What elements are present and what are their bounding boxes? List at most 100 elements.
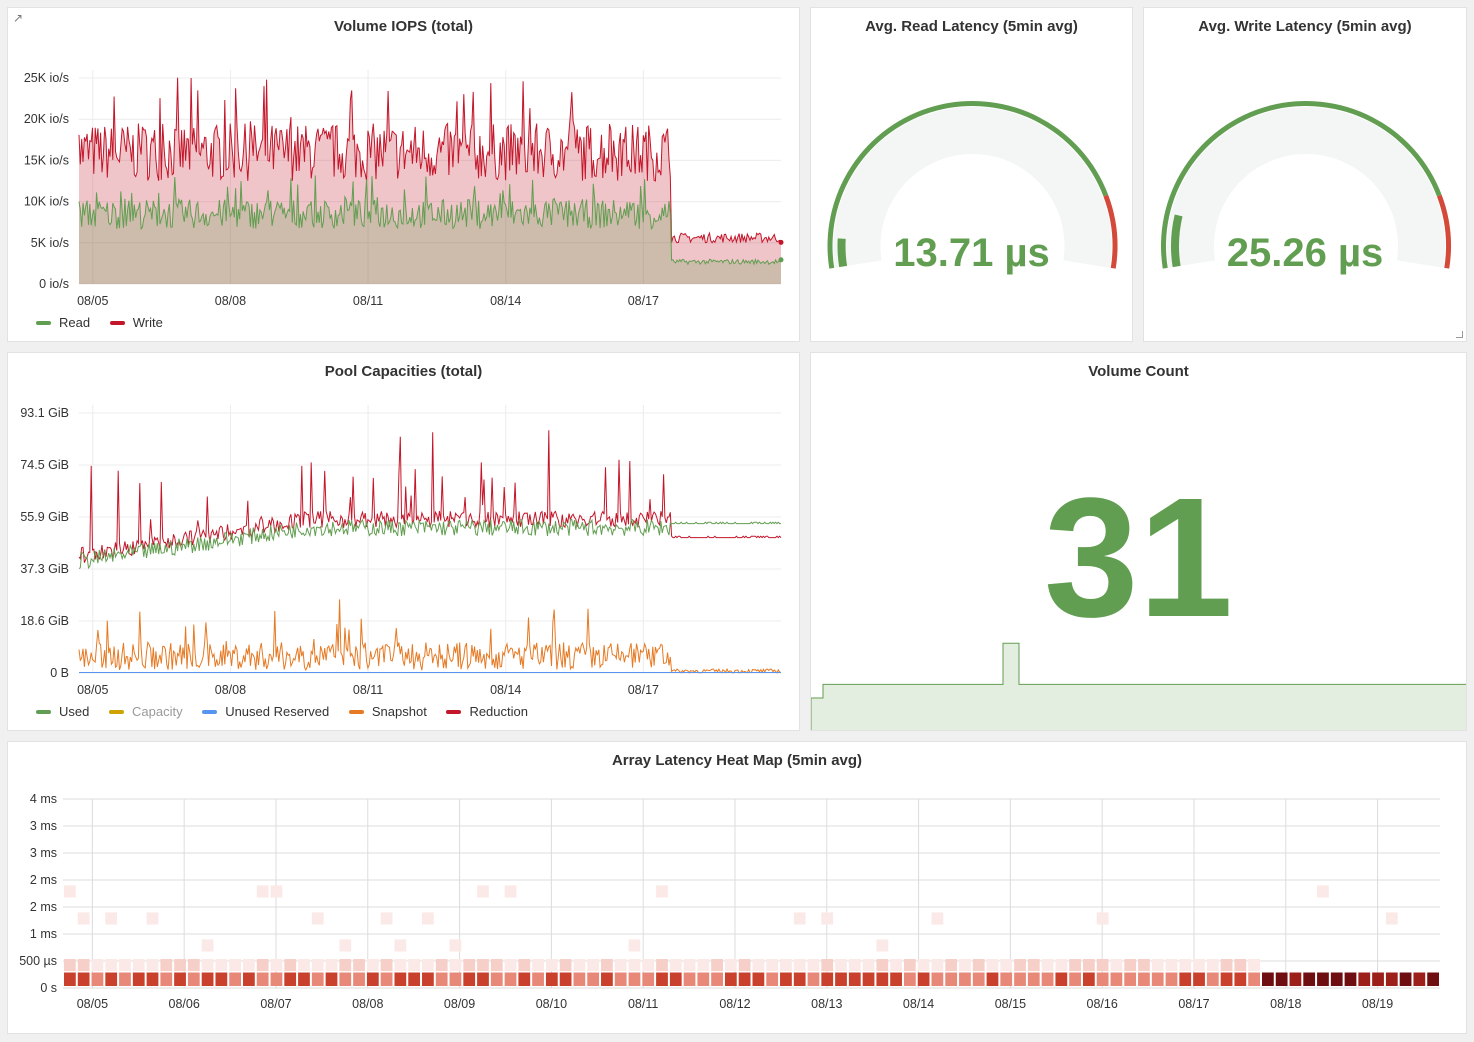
heatmap-cell xyxy=(917,959,930,972)
heatmap-cell xyxy=(504,959,517,972)
heatmap-cell xyxy=(119,959,131,972)
heatmap-cell xyxy=(587,972,600,986)
heatmap-cell xyxy=(325,959,338,972)
heatmap-cell xyxy=(807,959,820,972)
heatmap-cell xyxy=(628,939,641,952)
panel-title[interactable]: Avg. Write Latency (5min avg) xyxy=(1198,18,1412,35)
heatmap-cell xyxy=(119,972,131,986)
heatmap-cell xyxy=(1165,972,1178,986)
heatmap-cell xyxy=(449,972,462,986)
gauge-value-arc xyxy=(837,238,848,268)
heatmap-cell xyxy=(642,959,655,972)
heatmap-cell xyxy=(656,972,668,986)
heatmap-cell xyxy=(807,972,820,986)
heatmap-cell xyxy=(243,959,255,972)
y-tick-label: 3 ms xyxy=(30,846,57,860)
gauge-threshold-red xyxy=(1103,194,1118,269)
legend-item-read[interactable]: Read xyxy=(36,315,90,330)
resize-handle-icon[interactable] xyxy=(1456,331,1463,338)
heatmap-cell xyxy=(1330,972,1343,986)
heatmap-cell xyxy=(518,959,531,972)
heatmap-cell xyxy=(738,959,751,972)
legend-item-unused-reserved[interactable]: Unused Reserved xyxy=(202,704,329,719)
heatmap-cell xyxy=(711,959,723,972)
heatmap-cell xyxy=(532,959,544,972)
heatmap-cell xyxy=(1014,959,1026,972)
read-end-point xyxy=(778,257,784,263)
panel-title[interactable]: Volume Count xyxy=(1088,363,1189,380)
heatmap-cell xyxy=(752,959,765,972)
heatmap-cell xyxy=(408,959,421,972)
panel-title[interactable]: Array Latency Heat Map (5min avg) xyxy=(611,752,863,769)
x-tick-label: 08/05 xyxy=(77,997,108,1011)
heatmap-cell xyxy=(366,959,379,972)
heatmap-cell xyxy=(435,972,448,986)
heatmap-cell xyxy=(105,912,118,925)
y-tick-label: 37.3 GiB xyxy=(20,562,69,576)
heatmap-cell xyxy=(298,959,310,972)
panel-title[interactable]: Volume IOPS (total) xyxy=(334,18,473,35)
heatmap-cell xyxy=(986,959,999,972)
x-tick-label: 08/14 xyxy=(490,294,521,308)
heatmap-cell xyxy=(848,959,861,972)
heatmap-cell xyxy=(890,972,902,986)
heatmap-cell xyxy=(1372,972,1384,986)
heatmap-cell xyxy=(160,972,173,986)
heatmap-cell xyxy=(1289,972,1302,986)
external-link-icon[interactable]: ↗ xyxy=(13,11,24,25)
legend-item-capacity[interactable]: Capacity xyxy=(108,704,183,719)
heatmap-cell xyxy=(187,959,200,972)
x-tick-label: 08/15 xyxy=(995,997,1026,1011)
latency-heatmap: 0 s 500 µs 1 ms 2 ms 2 ms 3 ms 3 ms 4 ms 08/05 08… xyxy=(19,792,1440,1011)
heatmap-cell xyxy=(174,959,186,972)
heatmap-cell xyxy=(1303,972,1316,986)
heatmap-cell xyxy=(1165,959,1178,972)
heatmap-cell xyxy=(477,959,489,972)
heatmap-cell xyxy=(1234,972,1247,986)
volume-count-value: 31 xyxy=(1043,463,1234,653)
write-latency-panel: Avg. Write Latency (5min avg) 25.26 µs xyxy=(1143,7,1467,342)
heatmap-cell xyxy=(1248,972,1260,986)
y-tick-label: 4 ms xyxy=(30,792,57,806)
heatmap-cell xyxy=(628,959,641,972)
heatmap-cell xyxy=(1385,912,1398,925)
heatmap-cell xyxy=(201,939,214,952)
heatmap-cell xyxy=(1261,972,1274,986)
panel-title[interactable]: Avg. Read Latency (5min avg) xyxy=(865,18,1078,35)
x-tick-label: 08/11 xyxy=(628,997,658,1011)
heatmap-cell xyxy=(821,912,834,925)
x-tick-label: 08/18 xyxy=(1270,997,1301,1011)
heatmap-cell xyxy=(422,972,434,986)
heatmap-cell xyxy=(298,972,310,986)
heatmap-cell xyxy=(1096,972,1109,986)
heatmap-cell xyxy=(1220,959,1233,972)
heatmap-cell xyxy=(311,912,324,925)
heatmap-cell xyxy=(1069,972,1081,986)
heatmap-cell xyxy=(959,959,971,972)
heatmap-cell xyxy=(1151,972,1164,986)
gauge-value-arc xyxy=(1171,214,1183,268)
write-end-point xyxy=(778,239,784,245)
panel-title[interactable]: Pool Capacities (total) xyxy=(324,363,483,380)
legend-item-used[interactable]: Used xyxy=(36,704,89,719)
legend-item-reduction[interactable]: Reduction xyxy=(446,704,528,719)
heatmap-cell xyxy=(697,972,710,986)
x-tick-label: 08/17 xyxy=(1178,997,1209,1011)
heatmap-cell xyxy=(504,972,517,986)
gauge-background xyxy=(1167,106,1445,268)
heatmap-cell xyxy=(1027,972,1040,986)
heatmap-cell xyxy=(146,972,159,986)
heatmap-cell xyxy=(1000,959,1013,972)
iops-legend: Read Write xyxy=(36,315,179,330)
heatmap-cell xyxy=(339,959,352,972)
x-tick-label: 08/17 xyxy=(628,683,659,697)
heatmap-cell xyxy=(1193,972,1205,986)
y-tick-label: 5K io/s xyxy=(31,236,69,250)
legend-item-snapshot[interactable]: Snapshot xyxy=(348,704,427,719)
heatmap-cell xyxy=(835,972,847,986)
gauge-background xyxy=(833,106,1112,268)
heatmap-cell xyxy=(1096,912,1109,925)
legend-item-write[interactable]: Write xyxy=(109,315,163,330)
snapshot-series-line xyxy=(78,599,782,674)
heatmap-cell xyxy=(463,959,476,972)
